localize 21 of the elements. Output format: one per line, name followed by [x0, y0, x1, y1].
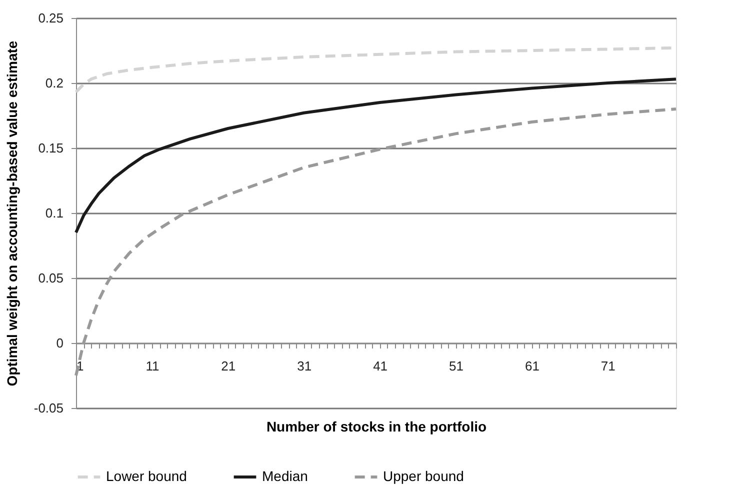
y-tick-label: 0 [56, 336, 64, 350]
y-tick-label: 0.05 [38, 270, 64, 286]
x-tick-label: 51 [449, 358, 464, 374]
x-axis-title: Number of stocks in the portfolio [266, 418, 487, 434]
y-tick-label: 0.25 [38, 10, 64, 26]
legend-label: Median [262, 468, 308, 484]
x-tick-label: 41 [373, 358, 388, 374]
line-series [74, 78, 678, 234]
x-tick-label: 71 [600, 358, 616, 374]
legend-label: Upper bound [383, 468, 464, 484]
y-tick-label: -0.05 [34, 400, 64, 416]
x-tick-label: 61 [524, 358, 540, 374]
x-tick-label: 11 [146, 358, 160, 374]
line-series [74, 108, 678, 377]
x-tick-label: 21 [221, 358, 236, 374]
y-axis-title: Optimal weight on accounting-based value estimate [4, 40, 20, 386]
x-tick-label: 31 [297, 358, 312, 374]
y-tick-label: 0.1 [45, 206, 64, 220]
y-tick-label: 0.15 [38, 140, 64, 156]
legend-label: Lower bound [106, 468, 187, 484]
y-tick-label: 0.2 [45, 76, 64, 90]
